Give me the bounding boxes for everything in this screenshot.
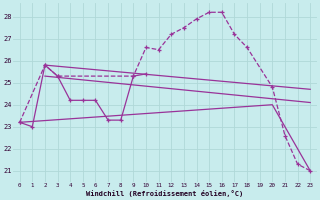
X-axis label: Windchill (Refroidissement éolien,°C): Windchill (Refroidissement éolien,°C) — [86, 190, 244, 197]
